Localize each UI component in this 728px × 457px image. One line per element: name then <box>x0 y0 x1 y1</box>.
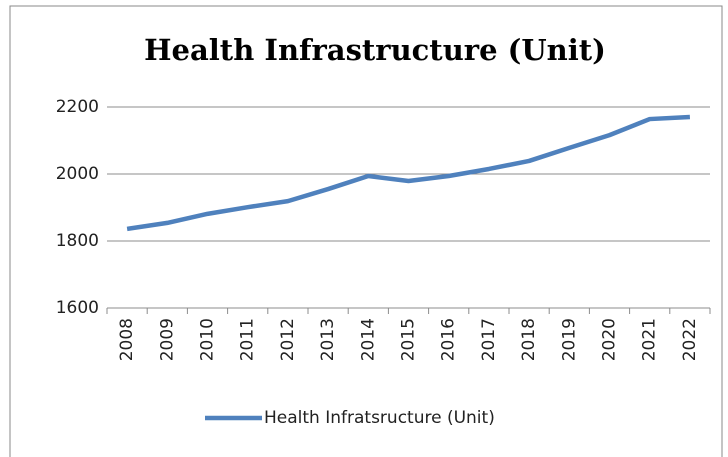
y-tick-label: 1600 <box>56 298 99 318</box>
chart-border <box>9 5 723 457</box>
x-tick-label: 2016 <box>439 318 459 361</box>
x-tick-label: 2020 <box>600 318 620 361</box>
x-tick-label: 2021 <box>640 318 660 361</box>
x-tick-label: 2015 <box>399 318 419 361</box>
line <box>126 114 691 232</box>
y-tick-label: 2000 <box>56 164 99 184</box>
x-tick-label: 2012 <box>278 318 298 361</box>
x-tick-label: 2008 <box>117 318 137 361</box>
x-tick-label: 2019 <box>559 318 579 361</box>
x-tick-label: 2017 <box>479 318 499 361</box>
y-tick-label: 1800 <box>56 231 99 251</box>
legend-label: Health Infratsructure (Unit) <box>264 408 495 428</box>
x-tick-label: 2013 <box>318 318 338 361</box>
x-tick-label: 2014 <box>358 318 378 361</box>
x-tick-label: 2010 <box>198 318 218 361</box>
y-tick-label: 2200 <box>56 97 99 117</box>
x-tick-label: 2009 <box>157 318 177 361</box>
chart-title: Health Infrastructure (Unit) <box>144 33 606 67</box>
x-tick-label: 2022 <box>680 318 700 361</box>
x-tick-label: 2011 <box>238 318 258 361</box>
x-tick-label: 2018 <box>519 318 539 361</box>
